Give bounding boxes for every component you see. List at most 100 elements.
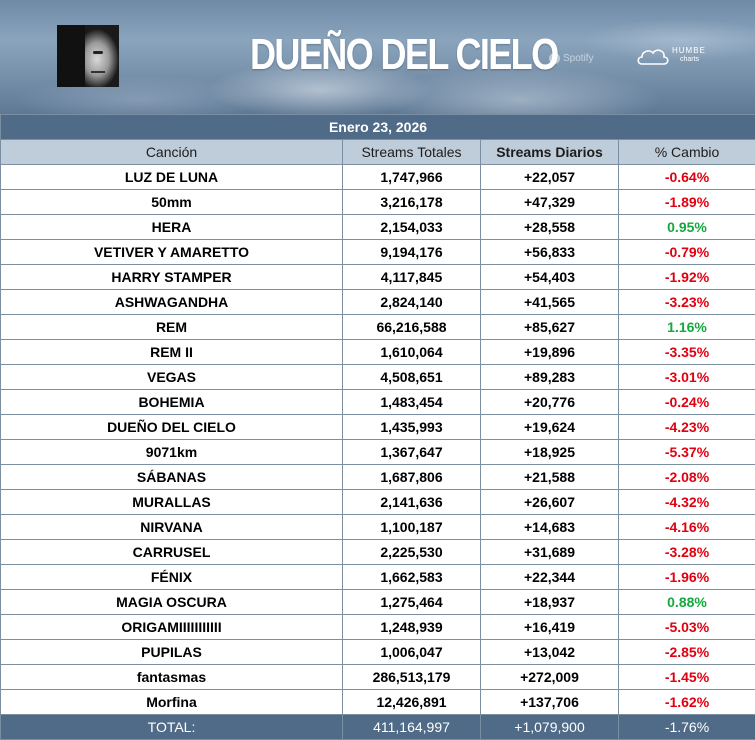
song-cell: REM	[0, 314, 343, 340]
daily-streams-cell: +14,683	[480, 514, 619, 540]
song-cell: 50mm	[0, 189, 343, 215]
daily-streams-cell: +26,607	[480, 489, 619, 515]
daily-streams-cell: +137,706	[480, 689, 619, 715]
column-header-change: % Cambio	[618, 139, 755, 165]
total-streams-cell: 1,747,966	[342, 164, 481, 190]
daily-streams-cell: +18,925	[480, 439, 619, 465]
change-cell: -3.01%	[618, 364, 755, 390]
change-cell: -5.37%	[618, 439, 755, 465]
change-cell: -0.79%	[618, 239, 755, 265]
table-row: MAGIA OSCURA 1,275,464 +18,937 0.88%	[0, 589, 755, 615]
daily-streams-cell: +56,833	[480, 239, 619, 265]
total-streams-cell: 1,100,187	[342, 514, 481, 540]
daily-streams-cell: +28,558	[480, 214, 619, 240]
total-streams-cell: 1,275,464	[342, 589, 481, 615]
change-cell: -2.85%	[618, 639, 755, 665]
change-cell: -0.64%	[618, 164, 755, 190]
song-cell: SÁBANAS	[0, 464, 343, 490]
total-streams-cell: 1,367,647	[342, 439, 481, 465]
daily-streams-cell: +19,896	[480, 339, 619, 365]
change-cell: -4.32%	[618, 489, 755, 515]
charts-label: charts	[680, 56, 700, 63]
change-cell: -5.03%	[618, 614, 755, 640]
song-cell: VEGAS	[0, 364, 343, 390]
change-cell: -3.28%	[618, 539, 755, 565]
daily-streams-cell: +22,057	[480, 164, 619, 190]
song-cell: ASHWAGANDHA	[0, 289, 343, 315]
song-cell: REM II	[0, 339, 343, 365]
change-cell: -4.23%	[618, 414, 755, 440]
daily-streams-cell: +22,344	[480, 564, 619, 590]
streams-table: Enero 23, 2026 Canción Streams Totales S…	[0, 114, 755, 740]
table-row: CARRUSEL 2,225,530 +31,689 -3.28%	[0, 539, 755, 565]
date-row: Enero 23, 2026	[0, 114, 755, 140]
song-cell: fantasmas	[0, 664, 343, 690]
song-cell: NIRVANA	[0, 514, 343, 540]
song-cell: VETIVER Y AMARETTO	[0, 239, 343, 265]
song-cell: HARRY STAMPER	[0, 264, 343, 290]
daily-streams-cell: +20,776	[480, 389, 619, 415]
song-cell: CARRUSEL	[0, 539, 343, 565]
total-streams-cell: 286,513,179	[342, 664, 481, 690]
header-banner: DUEÑO DEL CIELO Spotify HUMBE charts	[0, 0, 755, 114]
table-row: Morfina 12,426,891 +137,706 -1.62%	[0, 689, 755, 715]
total-streams-cell: 1,483,454	[342, 389, 481, 415]
table-row: DUEÑO DEL CIELO 1,435,993 +19,624 -4.23%	[0, 414, 755, 440]
humbe-label: HUMBE	[672, 46, 706, 55]
total-streams-cell: 1,687,806	[342, 464, 481, 490]
table-row: BOHEMIA 1,483,454 +20,776 -0.24%	[0, 389, 755, 415]
total-streams-cell: 1,662,583	[342, 564, 481, 590]
song-cell: PUPILAS	[0, 639, 343, 665]
table-row: ASHWAGANDHA 2,824,140 +41,565 -3.23%	[0, 289, 755, 315]
daily-streams-cell: +41,565	[480, 289, 619, 315]
change-cell: -3.35%	[618, 339, 755, 365]
change-cell: -1.45%	[618, 664, 755, 690]
table-row: SÁBANAS 1,687,806 +21,588 -2.08%	[0, 464, 755, 490]
table-row: VETIVER Y AMARETTO 9,194,176 +56,833 -0.79%	[0, 239, 755, 265]
date-label: Enero 23, 2026	[0, 114, 755, 140]
total-streams-cell: 3,216,178	[342, 189, 481, 215]
change-cell: 1.16%	[618, 314, 755, 340]
daily-streams-cell: +85,627	[480, 314, 619, 340]
song-cell: DUEÑO DEL CIELO	[0, 414, 343, 440]
daily-streams-cell: +19,624	[480, 414, 619, 440]
song-cell: FÉNIX	[0, 564, 343, 590]
table-body: LUZ DE LUNA 1,747,966 +22,057 -0.64% 50mm 3,2…	[0, 164, 755, 715]
total-label: TOTAL:	[0, 714, 343, 740]
song-cell: BOHEMIA	[0, 389, 343, 415]
daily-streams-cell: +54,403	[480, 264, 619, 290]
change-cell: -1.92%	[618, 264, 755, 290]
table-row: REM 66,216,588 +85,627 1.16%	[0, 314, 755, 340]
total-streams-cell: 4,508,651	[342, 364, 481, 390]
daily-streams-cell: +47,329	[480, 189, 619, 215]
daily-streams-cell: +13,042	[480, 639, 619, 665]
daily-streams-cell: +272,009	[480, 664, 619, 690]
spotify-logo: Spotify	[549, 53, 594, 64]
total-streams-cell: 66,216,588	[342, 314, 481, 340]
total-streams-cell: 4,117,845	[342, 264, 481, 290]
change-cell: 0.95%	[618, 214, 755, 240]
song-cell: MAGIA OSCURA	[0, 589, 343, 615]
total-change: -1.76%	[618, 714, 755, 740]
page-title: DUEÑO DEL CIELO	[250, 30, 559, 79]
total-streams-cell: 1,610,064	[342, 339, 481, 365]
column-header-row: Canción Streams Totales Streams Diarios …	[0, 139, 755, 165]
column-header-daily-streams: Streams Diarios	[480, 139, 619, 165]
change-cell: -1.96%	[618, 564, 755, 590]
change-cell: -0.24%	[618, 389, 755, 415]
table-row: REM II 1,610,064 +19,896 -3.35%	[0, 339, 755, 365]
total-streams-cell: 2,141,636	[342, 489, 481, 515]
table-row: HERA 2,154,033 +28,558 0.95%	[0, 214, 755, 240]
table-row: LUZ DE LUNA 1,747,966 +22,057 -0.64%	[0, 164, 755, 190]
total-streams: 411,164,997	[342, 714, 481, 740]
daily-streams-cell: +16,419	[480, 614, 619, 640]
song-cell: Morfina	[0, 689, 343, 715]
total-streams-cell: 1,248,939	[342, 614, 481, 640]
total-daily: +1,079,900	[480, 714, 619, 740]
change-cell: -2.08%	[618, 464, 755, 490]
change-cell: -1.89%	[618, 189, 755, 215]
column-header-total-streams: Streams Totales	[342, 139, 481, 165]
total-streams-cell: 12,426,891	[342, 689, 481, 715]
song-cell: LUZ DE LUNA	[0, 164, 343, 190]
change-cell: -4.16%	[618, 514, 755, 540]
